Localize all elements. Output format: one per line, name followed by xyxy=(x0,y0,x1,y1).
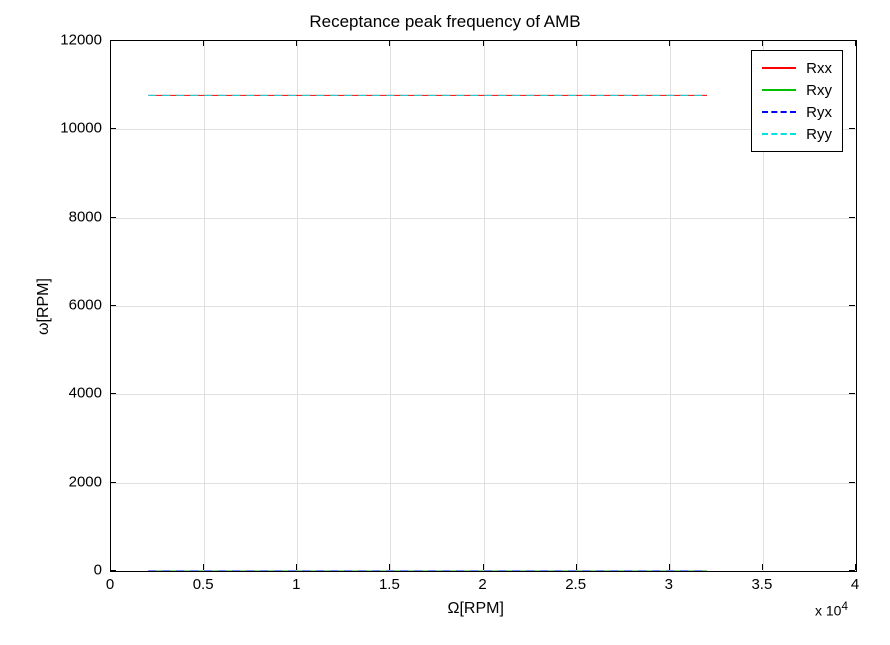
x-axis-label-omega: Ω xyxy=(448,600,460,617)
y-tick-label: 6000 xyxy=(69,297,102,314)
legend-item-Rxx: Rxx xyxy=(762,57,832,79)
y-tick-label: 2000 xyxy=(69,473,102,490)
x-tick-label: 1 xyxy=(292,576,300,593)
legend-swatch xyxy=(762,111,796,113)
legend-swatch xyxy=(762,67,796,69)
y-tick-label: 12000 xyxy=(60,32,102,49)
x-tick-label: 1.5 xyxy=(379,576,400,593)
y-tick-label: 0 xyxy=(94,562,102,579)
x-tick-label: 2.5 xyxy=(565,576,586,593)
y-axis-label-unit: [RPM] xyxy=(35,278,52,322)
y-tick-label: 4000 xyxy=(69,385,102,402)
legend-item-Rxy: Rxy xyxy=(762,79,832,101)
legend-swatch xyxy=(762,133,796,135)
x-tick-label: 2 xyxy=(478,576,486,593)
y-tick-label: 8000 xyxy=(69,208,102,225)
x-tick-label: 0.5 xyxy=(193,576,214,593)
chart-title: Receptance peak frequency of AMB xyxy=(0,12,890,32)
y-axis-label: ω[RPM] xyxy=(35,278,53,335)
x-axis-exponent: x 104 xyxy=(815,600,848,619)
legend-label: Rxx xyxy=(806,60,832,77)
figure: Receptance peak frequency of AMB Ω[RPM] … xyxy=(0,0,890,645)
x-axis-exponent-base: x 10 xyxy=(815,603,841,619)
x-tick-label: 3.5 xyxy=(751,576,772,593)
legend-label: Rxy xyxy=(806,82,832,99)
x-axis-label-unit: [RPM] xyxy=(459,600,503,617)
y-axis-label-omega: ω xyxy=(35,323,52,336)
x-tick-label: 3 xyxy=(665,576,673,593)
plot-area xyxy=(110,40,857,572)
legend-label: Ryx xyxy=(806,104,832,121)
legend: Rxx Rxy Ryx Ryy xyxy=(751,50,843,152)
series-layer xyxy=(111,41,856,571)
y-tick-label: 10000 xyxy=(60,120,102,137)
legend-item-Ryy: Ryy xyxy=(762,123,832,145)
x-axis-exponent-power: 4 xyxy=(841,600,847,613)
x-axis-label: Ω[RPM] xyxy=(448,600,504,618)
legend-label: Ryy xyxy=(806,126,832,143)
x-tick-label: 4 xyxy=(851,576,859,593)
x-tick-label: 0 xyxy=(106,576,114,593)
legend-item-Ryx: Ryx xyxy=(762,101,832,123)
legend-swatch xyxy=(762,89,796,91)
